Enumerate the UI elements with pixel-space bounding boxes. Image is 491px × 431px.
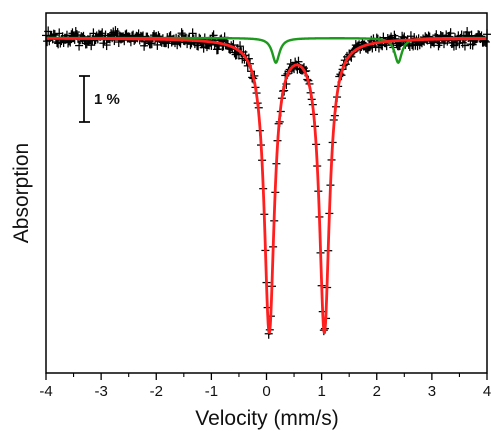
scale-bar-label: 1 % xyxy=(94,91,120,108)
data-point-marker xyxy=(153,39,162,50)
data-point-marker xyxy=(446,28,455,39)
data-point-marker xyxy=(452,39,461,50)
data-point-marker xyxy=(87,40,96,51)
x-axis-tick-label: -1 xyxy=(205,383,218,400)
data-point-marker xyxy=(140,40,149,51)
plot-area xyxy=(42,26,491,339)
data-point-marker xyxy=(434,40,443,51)
x-axis-title: Velocity (mm/s) xyxy=(195,407,339,430)
y-axis-title: Absorption xyxy=(10,143,33,243)
x-axis-tick-label: 3 xyxy=(428,383,436,400)
data-point-marker xyxy=(75,40,84,51)
data-point-marker xyxy=(236,41,245,52)
data-point-marker xyxy=(102,40,111,51)
x-axis-tick-label: 0 xyxy=(262,383,270,400)
x-axis-tick-label: 4 xyxy=(483,383,491,400)
data-point-marker xyxy=(98,28,107,39)
data-point-marker xyxy=(213,44,222,55)
x-axis-ticks: -4 -3 -2 -1 0 1 2 3 4 xyxy=(39,373,491,400)
red-fit-curve xyxy=(45,36,488,334)
data-point-marker xyxy=(194,40,203,51)
x-axis-tick-label: -2 xyxy=(150,383,163,400)
x-axis-tick-label: 1 xyxy=(317,383,325,400)
scale-bar-group: 1 % xyxy=(79,75,120,123)
data-point-marker xyxy=(177,28,186,39)
x-axis-tick-label: -4 xyxy=(39,383,52,400)
x-axis-tick-label: -3 xyxy=(94,383,107,400)
data-point-marker xyxy=(188,28,197,39)
plot-frame xyxy=(45,12,488,374)
x-axis-tick-label: 2 xyxy=(373,383,381,400)
data-point-marker xyxy=(460,40,469,51)
